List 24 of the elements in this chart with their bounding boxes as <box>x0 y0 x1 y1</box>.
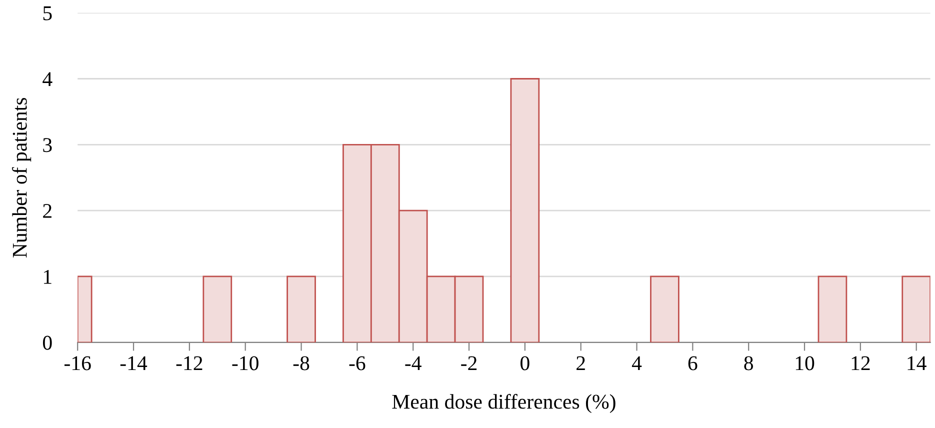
x-tick-label: -2 <box>461 356 477 370</box>
x-tick-label: 14 <box>908 356 926 370</box>
x-tick-label: 12 <box>852 356 870 370</box>
y-tick-label: 2 <box>43 204 52 218</box>
x-tick-label: -8 <box>293 356 310 370</box>
x-axis-title: Mean dose differences (%) <box>392 394 616 414</box>
x-tick-label: 2 <box>576 356 585 370</box>
x-tick-label: -4 <box>405 356 422 370</box>
x-tick-label: 6 <box>688 356 698 370</box>
y-tick-label: 0 <box>42 336 52 350</box>
x-tick-label: 4 <box>632 356 642 370</box>
x-tick-label: 8 <box>744 356 754 370</box>
x-tick-label: -14 <box>120 356 148 370</box>
x-tick-label: -10 <box>232 356 258 370</box>
x-tick-label: 10 <box>796 356 814 370</box>
y-tick-label: 5 <box>43 6 52 20</box>
x-tick-label: -12 <box>176 356 202 370</box>
x-tick-label: 0 <box>520 356 530 370</box>
y-tick-label: 3 <box>43 138 52 152</box>
y-tick-label: 1 <box>44 270 52 284</box>
x-tick-label: -16 <box>64 356 91 370</box>
y-tick-label: 4 <box>42 72 52 86</box>
y-axis-title: Number of patients <box>12 98 32 258</box>
x-tick-label: -6 <box>349 356 366 370</box>
